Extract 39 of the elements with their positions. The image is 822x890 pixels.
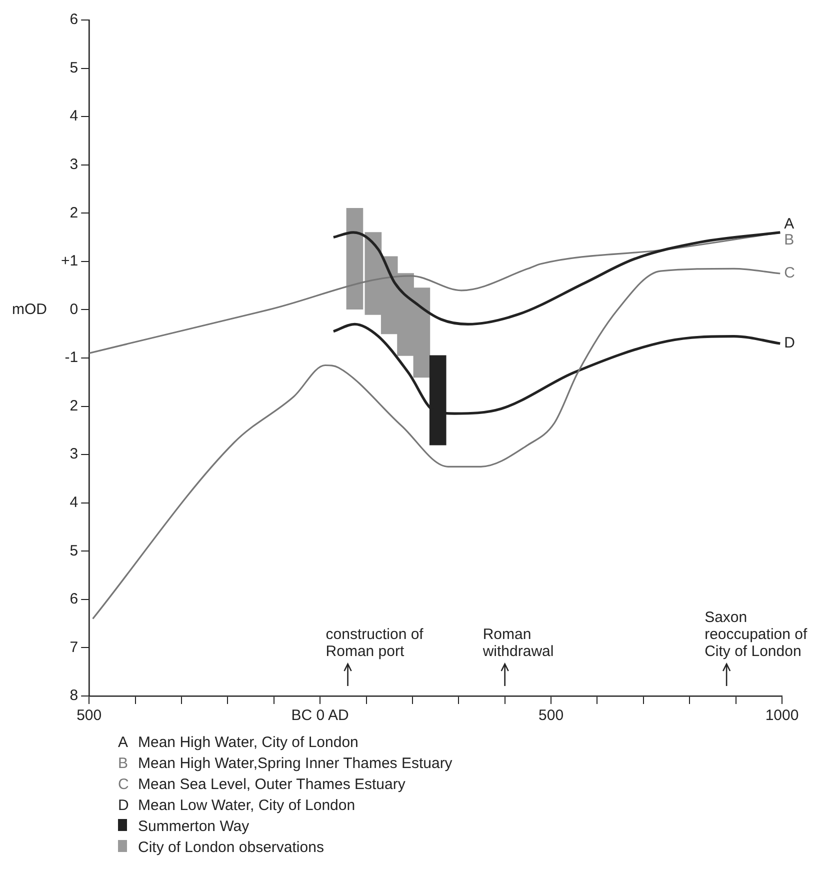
legend-label: Summerton Way bbox=[138, 817, 250, 837]
y-tick-label: 5 bbox=[70, 59, 78, 76]
text: Mean Sea Level, Outer Thames Estuary bbox=[138, 775, 406, 795]
y-tick-label: 3 bbox=[70, 446, 78, 463]
x-tick-label: 1000 bbox=[765, 707, 799, 724]
text: A bbox=[118, 734, 128, 751]
x-tick-label: 500 bbox=[538, 707, 564, 724]
series-label: B bbox=[784, 232, 794, 249]
y-tick-label: +1 bbox=[60, 252, 78, 270]
y-tick-label: 4 bbox=[70, 494, 78, 511]
ref-line-label: Saxon reoccupation of City of London bbox=[704, 609, 808, 660]
y-tick-label: 6 bbox=[70, 11, 78, 28]
text: Mean Low Water, City of London bbox=[138, 796, 356, 816]
y-tick-label: 4 bbox=[70, 108, 78, 125]
y-tick-label: 8 bbox=[70, 687, 78, 704]
series-label: A bbox=[784, 216, 794, 233]
ref-line-label: construction of Roman port bbox=[326, 626, 424, 660]
ref-line-label: Roman withdrawal bbox=[482, 626, 554, 660]
bar bbox=[346, 208, 364, 310]
x-tick-label: BC 0 AD bbox=[291, 707, 349, 724]
text: C bbox=[118, 776, 129, 793]
text: D bbox=[118, 797, 129, 814]
y-tick-label: 5 bbox=[70, 542, 78, 560]
y-tick-label: 6 bbox=[70, 590, 78, 608]
y-tick-label: 7 bbox=[70, 638, 78, 656]
y-tick-label: 2 bbox=[70, 397, 78, 414]
y-tick-label: 3 bbox=[70, 156, 78, 173]
y-tick-label: 0 bbox=[70, 300, 78, 318]
x-tick-label: 500 bbox=[76, 707, 102, 724]
line-series bbox=[332, 231, 782, 326]
series-label: C bbox=[784, 264, 796, 282]
y-tick-label: -1 bbox=[64, 349, 78, 366]
series-label: D bbox=[784, 334, 796, 352]
y-axis-title: mOD bbox=[12, 300, 48, 318]
y-tick-label: 2 bbox=[70, 204, 78, 222]
text: Mean High Water,Spring Inner Thames Estuary bbox=[138, 754, 452, 774]
legend-label: City of London observations bbox=[138, 838, 324, 858]
text: B bbox=[118, 755, 128, 772]
text: Mean High Water, City of London bbox=[138, 733, 358, 753]
